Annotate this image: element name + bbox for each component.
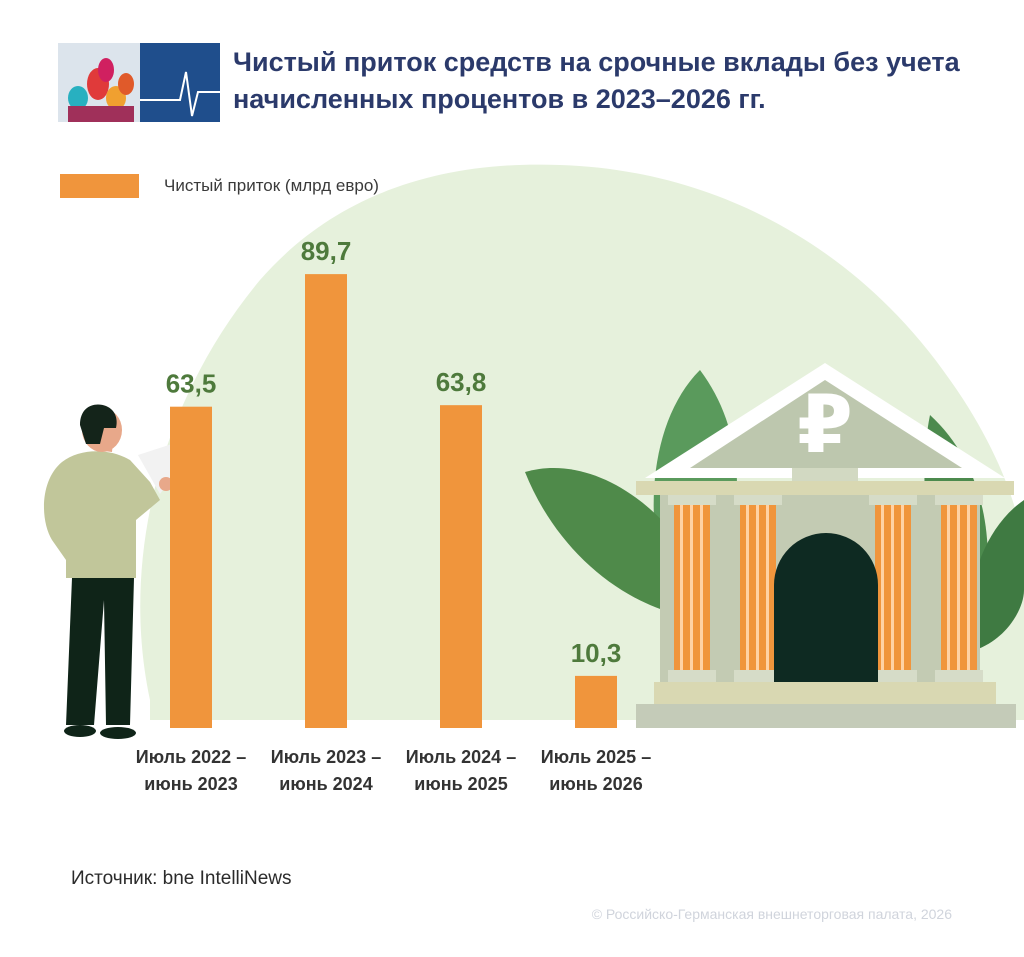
category-label-2-line-2: июнь 2024 (279, 774, 372, 794)
copyright-note: © Российско-Германская внешнеторговая па… (591, 906, 952, 922)
category-label-2-line-1: Июль 2023 – (271, 747, 381, 767)
bar-4 (575, 675, 617, 728)
category-label-3-line-2: июнь 2025 (414, 774, 507, 794)
category-label-4-line-1: Июль 2025 – (541, 747, 651, 767)
value-label-2: 89,7 (301, 236, 352, 266)
ruble-icon: ₽ (797, 378, 853, 471)
category-label-3-line-1: Июль 2024 – (406, 747, 516, 767)
category-label-1-line-2: июнь 2023 (144, 774, 237, 794)
legend-swatch (60, 174, 139, 198)
value-label-4: 10,3 (571, 638, 622, 668)
bank-icon: ₽ (636, 363, 1016, 728)
logo-icon (58, 43, 220, 122)
bar-3 (440, 405, 482, 728)
page-title: Чистый приток средств на срочные вклады … (233, 47, 960, 114)
category-label-4-line-2: июнь 2026 (549, 774, 642, 794)
person-icon (43, 404, 186, 739)
value-label-3: 63,8 (436, 367, 487, 397)
bar-1 (170, 406, 212, 728)
category-label-1-line-1: Июль 2022 – (136, 747, 246, 767)
source-note: Источник: bne IntelliNews (71, 868, 292, 889)
value-label-1: 63,5 (166, 369, 217, 399)
legend-label: Чистый приток (млрд евро) (164, 176, 379, 195)
bar-2 (305, 274, 347, 728)
